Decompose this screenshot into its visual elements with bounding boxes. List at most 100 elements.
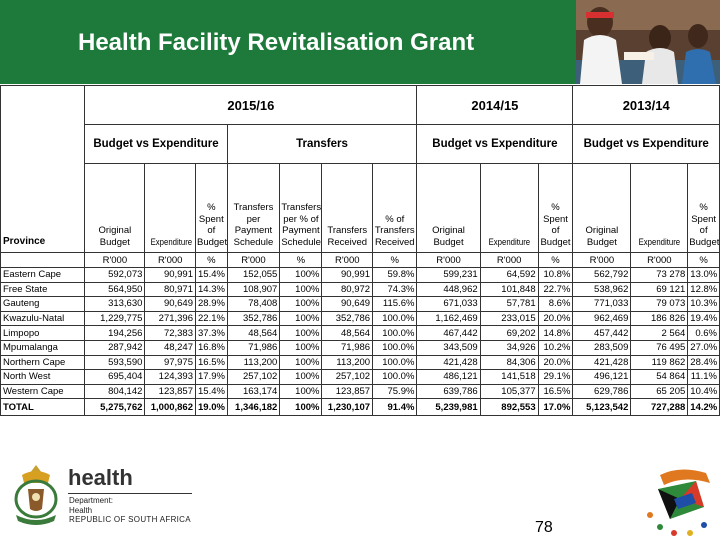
table-row: Limpopo 194,256 72,383 37.3% 48,564 100% 48,56…: [0, 325, 720, 341]
value-cell: 10.4%: [687, 383, 720, 400]
col-header-transfers-received: Transfers Received: [321, 163, 374, 253]
unit-cell: %: [537, 252, 574, 268]
value-cell: 69,202: [479, 325, 539, 341]
value-cell: 113,200: [226, 354, 281, 371]
col-header-pct-spent: % Spent of Budget: [537, 163, 574, 253]
col-header-expenditure: Expenditure: [144, 163, 196, 253]
total-value-cell: 5,275,762: [84, 398, 146, 417]
value-cell: 101,848: [479, 281, 539, 298]
col-header-expenditure: Expenditure: [479, 163, 539, 253]
unit-cell: R'000: [226, 252, 281, 268]
coat-of-arms-icon: [14, 465, 58, 525]
value-cell: 80,971: [144, 281, 196, 298]
units-row: R'000 R'000% R'000% R'000% R'000 R'000% R'000 R…: [0, 252, 720, 268]
total-value-cell: 91.4%: [372, 398, 418, 417]
total-value-cell: 14.2%: [687, 398, 720, 417]
value-cell: 467,442: [416, 325, 481, 341]
col-header-original-budget: Original Budget: [416, 163, 481, 253]
unit-cell: %: [372, 252, 418, 268]
value-cell: 639,786: [416, 383, 481, 400]
total-value-cell: 892,553: [479, 398, 539, 417]
value-cell: 12.8%: [687, 281, 720, 298]
value-cell: 90,649: [321, 296, 374, 312]
col-header-transfers-schedule: Transfers per Payment Schedule: [226, 163, 281, 253]
unit-cell: R'000: [479, 252, 539, 268]
value-cell: 71,986: [226, 339, 281, 356]
value-cell: 79 073: [630, 296, 689, 312]
value-cell: 69 121: [630, 281, 689, 298]
value-cell: 16.5%: [537, 383, 574, 400]
slide-title: Health Facility Revitalisation Grant: [78, 29, 475, 56]
value-cell: 22.1%: [195, 310, 228, 327]
total-row: TOTAL 5,275,762 1,000,862 19.0% 1,346,182 100…: [0, 398, 720, 417]
value-cell: 80,972: [321, 281, 374, 298]
value-cell: 152,055: [226, 267, 281, 283]
col-header-original-budget: Original Budget: [84, 163, 146, 253]
value-cell: 629,786: [572, 383, 632, 400]
value-cell: 8.6%: [537, 296, 574, 312]
value-cell: 28.4%: [687, 354, 720, 371]
value-cell: 100.0%: [372, 310, 418, 327]
logo-department: Department:: [69, 496, 114, 505]
anniversary-logo-icon: [647, 469, 710, 536]
province-cell: Western Cape: [0, 383, 86, 400]
value-cell: 37.3%: [195, 325, 228, 341]
group-header-budget-2013: Budget vs Expenditure: [572, 124, 720, 164]
value-cell: 100%: [279, 296, 323, 312]
value-cell: 105,377: [479, 383, 539, 400]
value-cell: 123,857: [144, 383, 196, 400]
total-value-cell: 1,230,107: [321, 398, 374, 417]
value-cell: 448,962: [416, 281, 481, 298]
value-cell: 90,649: [144, 296, 196, 312]
province-header: Province: [3, 236, 46, 247]
coat-of-arms: [8, 463, 64, 529]
value-cell: 115.6%: [372, 296, 418, 312]
total-value-cell: 19.0%: [195, 398, 228, 417]
group-header-budget-2015: Budget vs Expenditure: [84, 124, 228, 164]
total-value-cell: 5,239,981: [416, 398, 481, 417]
value-cell: 64,592: [479, 267, 539, 283]
table-row: Northern Cape 593,590 97,975 16.5% 113,200 10…: [0, 354, 720, 371]
total-value-cell: 727,288: [630, 398, 689, 417]
units-cell-province: [0, 252, 86, 268]
value-cell: 283,509: [572, 339, 632, 356]
value-cell: 73 278: [630, 267, 689, 283]
value-cell: 11.1%: [687, 369, 720, 385]
value-cell: 72,383: [144, 325, 196, 341]
value-cell: 962,469: [572, 310, 632, 327]
anniversary-logo: [640, 463, 718, 539]
year-header-2015-16: 2015/16: [84, 85, 418, 125]
table-body: Eastern Cape 592,073 90,991 15.4% 152,055 100…: [0, 267, 720, 400]
value-cell: 20.0%: [537, 310, 574, 327]
value-cell: 78,408: [226, 296, 281, 312]
value-cell: 16.8%: [195, 339, 228, 356]
value-cell: 313,630: [84, 296, 146, 312]
header-photo-image: [576, 0, 720, 84]
unit-cell: R'000: [84, 252, 146, 268]
value-cell: 233,015: [479, 310, 539, 327]
value-cell: 90,991: [144, 267, 196, 283]
logo-health-sub: Health: [69, 506, 93, 515]
total-value-cell: 17.0%: [537, 398, 574, 417]
value-cell: 2 564: [630, 325, 689, 341]
grant-table: 2015/16 2014/15 2013/14 Budget vs Expend…: [0, 85, 720, 455]
province-cell: Gauteng: [0, 296, 86, 312]
province-cell: Eastern Cape: [0, 267, 86, 283]
value-cell: 10.2%: [537, 339, 574, 356]
value-cell: 15.4%: [195, 267, 228, 283]
value-cell: 119 862: [630, 354, 689, 371]
value-cell: 124,393: [144, 369, 196, 385]
logo-divider: [68, 493, 192, 494]
unit-cell: %: [687, 252, 720, 268]
table-row: Kwazulu-Natal 1,229,775 271,396 22.1% 352,78…: [0, 310, 720, 327]
value-cell: 271,396: [144, 310, 196, 327]
total-value-cell: 100%: [279, 398, 323, 417]
value-cell: 16.5%: [195, 354, 228, 371]
unit-cell: %: [195, 252, 228, 268]
value-cell: 100%: [279, 383, 323, 400]
value-cell: 0.6%: [687, 325, 720, 341]
value-cell: 29.1%: [537, 369, 574, 385]
province-cell: Northern Cape: [0, 354, 86, 371]
page-number: 78: [535, 519, 553, 536]
value-cell: 10.3%: [687, 296, 720, 312]
